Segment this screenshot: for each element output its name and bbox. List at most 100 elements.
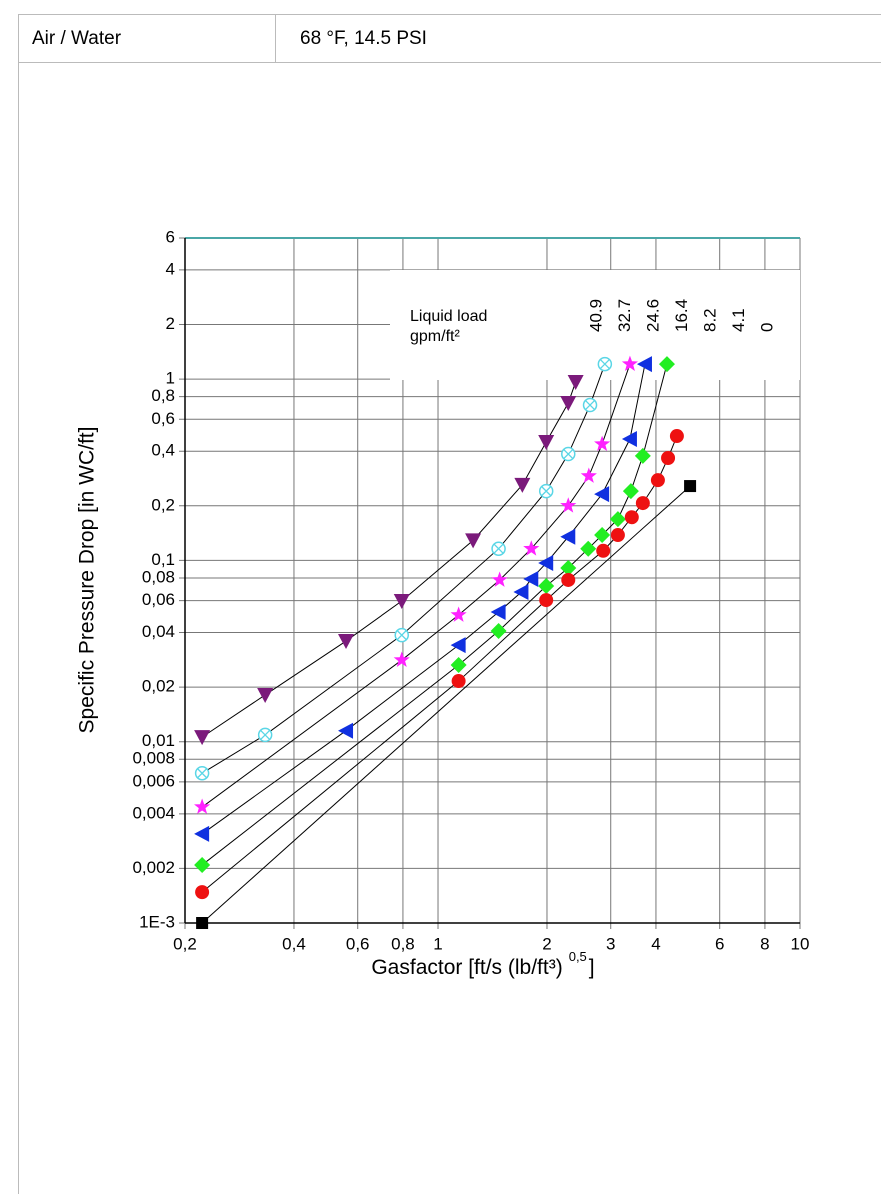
y-tick-label: 0,08	[142, 567, 175, 586]
x-axis-label: Gasfactor [ft/s (lb/ft³) 0,5]	[371, 949, 594, 978]
legend-label: 4.1	[729, 308, 748, 332]
marker	[636, 356, 652, 373]
series-line	[201, 363, 646, 835]
y-tick-label: 0,8	[151, 386, 175, 405]
y-tick-label: 1E-3	[139, 912, 175, 931]
marker	[561, 572, 576, 587]
y-tick-label: 0,1	[151, 550, 175, 569]
x-axis-label-exponent: 0,5	[569, 949, 587, 964]
x-tick-label: 0,8	[391, 934, 415, 953]
y-tick-label: 0,004	[132, 803, 175, 822]
series	[194, 356, 652, 842]
marker	[621, 355, 639, 371]
legend-label: 24.6	[643, 299, 662, 332]
y-tick-label: 0,06	[142, 590, 175, 609]
legend-label: 8.2	[700, 308, 719, 332]
x-tick-label: 1	[433, 934, 442, 953]
marker	[610, 528, 625, 543]
marker	[194, 798, 211, 814]
marker	[624, 510, 639, 525]
marker	[669, 429, 684, 444]
marker	[523, 571, 539, 588]
marker	[684, 480, 697, 493]
marker	[465, 533, 482, 549]
marker	[658, 356, 675, 373]
x-axis-label-close: ]	[589, 956, 595, 979]
legend-label: 16.4	[672, 299, 691, 332]
y-tick-label: 0,04	[142, 622, 175, 641]
marker	[539, 593, 554, 608]
marker	[650, 473, 665, 488]
marker	[196, 917, 209, 929]
y-tick-label: 0,02	[142, 677, 175, 696]
marker	[450, 606, 467, 622]
y-tick-label: 1	[166, 369, 175, 388]
x-tick-label: 6	[715, 934, 724, 953]
series-line	[201, 485, 691, 924]
marker	[513, 584, 529, 601]
marker	[450, 637, 466, 654]
frame	[18, 14, 881, 1194]
x-tick-label: 0,4	[282, 934, 306, 953]
series	[194, 356, 613, 781]
marker	[580, 467, 597, 483]
legend-title: gpm/ft²	[410, 328, 460, 345]
y-tick-label: 2	[166, 314, 175, 333]
marker	[661, 451, 676, 466]
x-tick-label: 4	[651, 934, 660, 953]
marker	[195, 885, 210, 900]
legend-label: 0	[757, 323, 776, 332]
marker	[338, 722, 354, 739]
header-cell: Air / Water	[32, 28, 122, 49]
x-tick-label: 0,2	[173, 934, 197, 953]
marker	[194, 856, 211, 873]
y-tick-label: 0,6	[151, 409, 175, 428]
marker	[594, 435, 611, 451]
marker	[622, 483, 639, 500]
marker	[523, 540, 540, 556]
series	[195, 429, 684, 900]
marker-cross	[396, 630, 407, 641]
marker	[560, 559, 577, 576]
marker	[491, 571, 508, 587]
marker-cross	[541, 486, 552, 497]
marker-cross	[493, 543, 504, 554]
marker	[490, 622, 507, 639]
marker	[490, 604, 506, 621]
marker	[538, 555, 554, 572]
marker	[596, 543, 611, 558]
y-tick-label: 0,006	[132, 771, 175, 790]
x-tick-label: 0,6	[346, 934, 370, 953]
y-tick-label: 4	[166, 259, 175, 278]
marker	[594, 486, 610, 503]
marker	[609, 511, 626, 528]
marker-cross	[599, 359, 610, 370]
marker	[393, 651, 410, 667]
marker	[621, 431, 637, 448]
series	[194, 356, 675, 873]
marker	[560, 528, 576, 545]
legend-title: Liquid load	[410, 308, 487, 325]
header-cell: 68 °F, 14.5 PSI	[300, 28, 427, 49]
legend-box	[390, 270, 800, 380]
legend-label: 32.7	[615, 299, 634, 332]
x-tick-label: 8	[760, 934, 769, 953]
marker	[634, 447, 651, 464]
y-tick-label: 0,2	[151, 495, 175, 514]
marker	[393, 594, 410, 610]
x-tick-label: 2	[542, 934, 551, 953]
y-tick-label: 0,002	[132, 858, 175, 877]
marker	[594, 527, 611, 544]
marker	[450, 656, 467, 673]
marker	[194, 730, 211, 746]
marker-cross	[260, 729, 271, 740]
marker	[538, 434, 555, 450]
marker	[567, 374, 584, 390]
marker	[514, 477, 531, 493]
marker	[451, 674, 466, 689]
y-axis-label: Specific Pressure Drop [in WC/ft]	[76, 427, 99, 734]
series	[194, 374, 584, 746]
y-tick-label: 0,4	[151, 441, 175, 460]
marker	[635, 496, 650, 511]
